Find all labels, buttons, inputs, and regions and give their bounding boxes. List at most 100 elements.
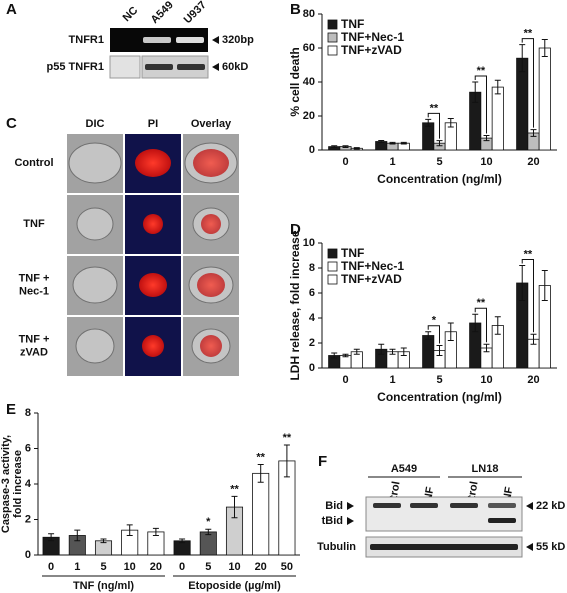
- micrograph-grid: [67, 134, 239, 376]
- legend-label: TNF+Nec-1: [341, 30, 404, 44]
- y-tick-label: 0: [309, 362, 315, 374]
- bar: [422, 122, 435, 151]
- y-tick-label: 8: [309, 262, 315, 274]
- band: [488, 503, 516, 508]
- error-bar: [100, 538, 107, 544]
- error-bar: [519, 44, 526, 73]
- y-tick-label: 4: [25, 478, 32, 490]
- x-tick-label: 20: [527, 374, 539, 386]
- x-tick-label: 20: [150, 561, 162, 573]
- panel-label: B: [290, 1, 301, 18]
- x-tick-label: 20: [527, 156, 539, 168]
- nucleus: [200, 335, 222, 357]
- y-tick-label: 6: [25, 442, 31, 454]
- size-label: 22 kD: [536, 500, 565, 512]
- row-label: p55 TNFR1: [47, 61, 104, 73]
- arrow: [526, 543, 533, 551]
- significance-label: **: [524, 248, 533, 260]
- x-tick-label: 1: [389, 156, 395, 168]
- significance-label: **: [230, 483, 239, 495]
- x-tick-label: 10: [480, 374, 492, 386]
- bar: [491, 86, 504, 151]
- error-bar: [436, 345, 443, 356]
- panel-label: D: [290, 221, 301, 238]
- significance-label: **: [477, 297, 486, 309]
- error-bar: [353, 147, 360, 150]
- error-bar: [231, 495, 238, 519]
- blot: [141, 55, 209, 79]
- y-axis-label: Caspase-3 activity,: [0, 435, 12, 533]
- x-tick-label: 1: [389, 374, 395, 386]
- significance-label: **: [430, 102, 439, 114]
- nucleus: [142, 335, 164, 357]
- nucleus: [143, 214, 163, 234]
- column-label: DIC: [86, 118, 105, 130]
- legend-swatch: [327, 248, 338, 259]
- size-label: 320bp: [222, 34, 254, 46]
- error-bar: [257, 463, 264, 483]
- y-tick-label: 4: [309, 312, 316, 324]
- cell: [68, 142, 122, 184]
- error-bar: [425, 331, 432, 340]
- significance-bracket: [427, 325, 440, 344]
- x-tick-label: 10: [228, 561, 240, 573]
- error-bar: [472, 81, 479, 103]
- legend-swatch: [327, 261, 338, 272]
- x-tick-label: 0: [342, 374, 348, 386]
- legend-swatch: [327, 19, 338, 30]
- y-tick-label: 10: [303, 237, 315, 249]
- group-label: A549: [391, 463, 417, 475]
- error-bar: [283, 444, 290, 478]
- band: [450, 503, 478, 508]
- error-bar: [331, 352, 338, 359]
- error-bar: [48, 533, 55, 542]
- error-bar: [530, 129, 537, 137]
- band-label: tBid: [322, 515, 343, 527]
- lane-label: U937: [182, 0, 209, 26]
- error-bar: [400, 347, 407, 356]
- y-axis-label: % cell death: [288, 47, 302, 116]
- error-bar: [179, 538, 186, 544]
- x-tick-label: 1: [74, 561, 80, 573]
- row-label: TNF +: [19, 333, 50, 345]
- band: [143, 37, 171, 43]
- y-tick-label: 8: [25, 407, 31, 419]
- nucleus: [197, 273, 225, 297]
- error-bar: [342, 145, 349, 148]
- error-bar: [483, 343, 490, 353]
- error-bar: [378, 343, 385, 355]
- row-label: TNF: [23, 218, 45, 230]
- error-bar: [342, 353, 349, 358]
- band: [488, 518, 516, 523]
- error-bar: [541, 270, 548, 301]
- error-bar: [494, 316, 501, 335]
- x-axis-label: Concentration (ng/ml): [377, 172, 502, 186]
- legend-label: TNF+zVAD: [341, 43, 402, 57]
- bar: [199, 531, 217, 556]
- error-bar: [378, 139, 385, 144]
- error-bar: [447, 118, 454, 128]
- band: [373, 503, 401, 508]
- x-tick-label: 5: [100, 561, 106, 573]
- size-label: 60kD: [222, 61, 248, 73]
- column-label: PI: [148, 118, 158, 130]
- error-bar: [353, 348, 360, 355]
- row-label: TNFR1: [69, 34, 104, 46]
- x-tick-label: 5: [205, 561, 211, 573]
- size-label: 55 kD: [536, 541, 565, 553]
- group-label: Etoposide (µg/ml): [188, 580, 281, 592]
- significance-bracket: [474, 75, 487, 134]
- significance-bracket: [474, 307, 487, 343]
- significance-label: **: [524, 28, 533, 40]
- legend-label: TNF: [341, 246, 364, 260]
- legend-swatch: [327, 274, 338, 285]
- legend-label: TNF+Nec-1: [341, 259, 404, 273]
- y-axis-label: LDH release, fold increase: [288, 230, 302, 380]
- blot: [365, 496, 523, 532]
- y-tick-label: 20: [303, 110, 315, 122]
- band-label: Bid: [325, 500, 343, 512]
- significance-label: *: [432, 315, 437, 327]
- significance-bracket: [427, 112, 440, 139]
- y-tick-label: 0: [25, 549, 31, 561]
- bar: [252, 472, 270, 556]
